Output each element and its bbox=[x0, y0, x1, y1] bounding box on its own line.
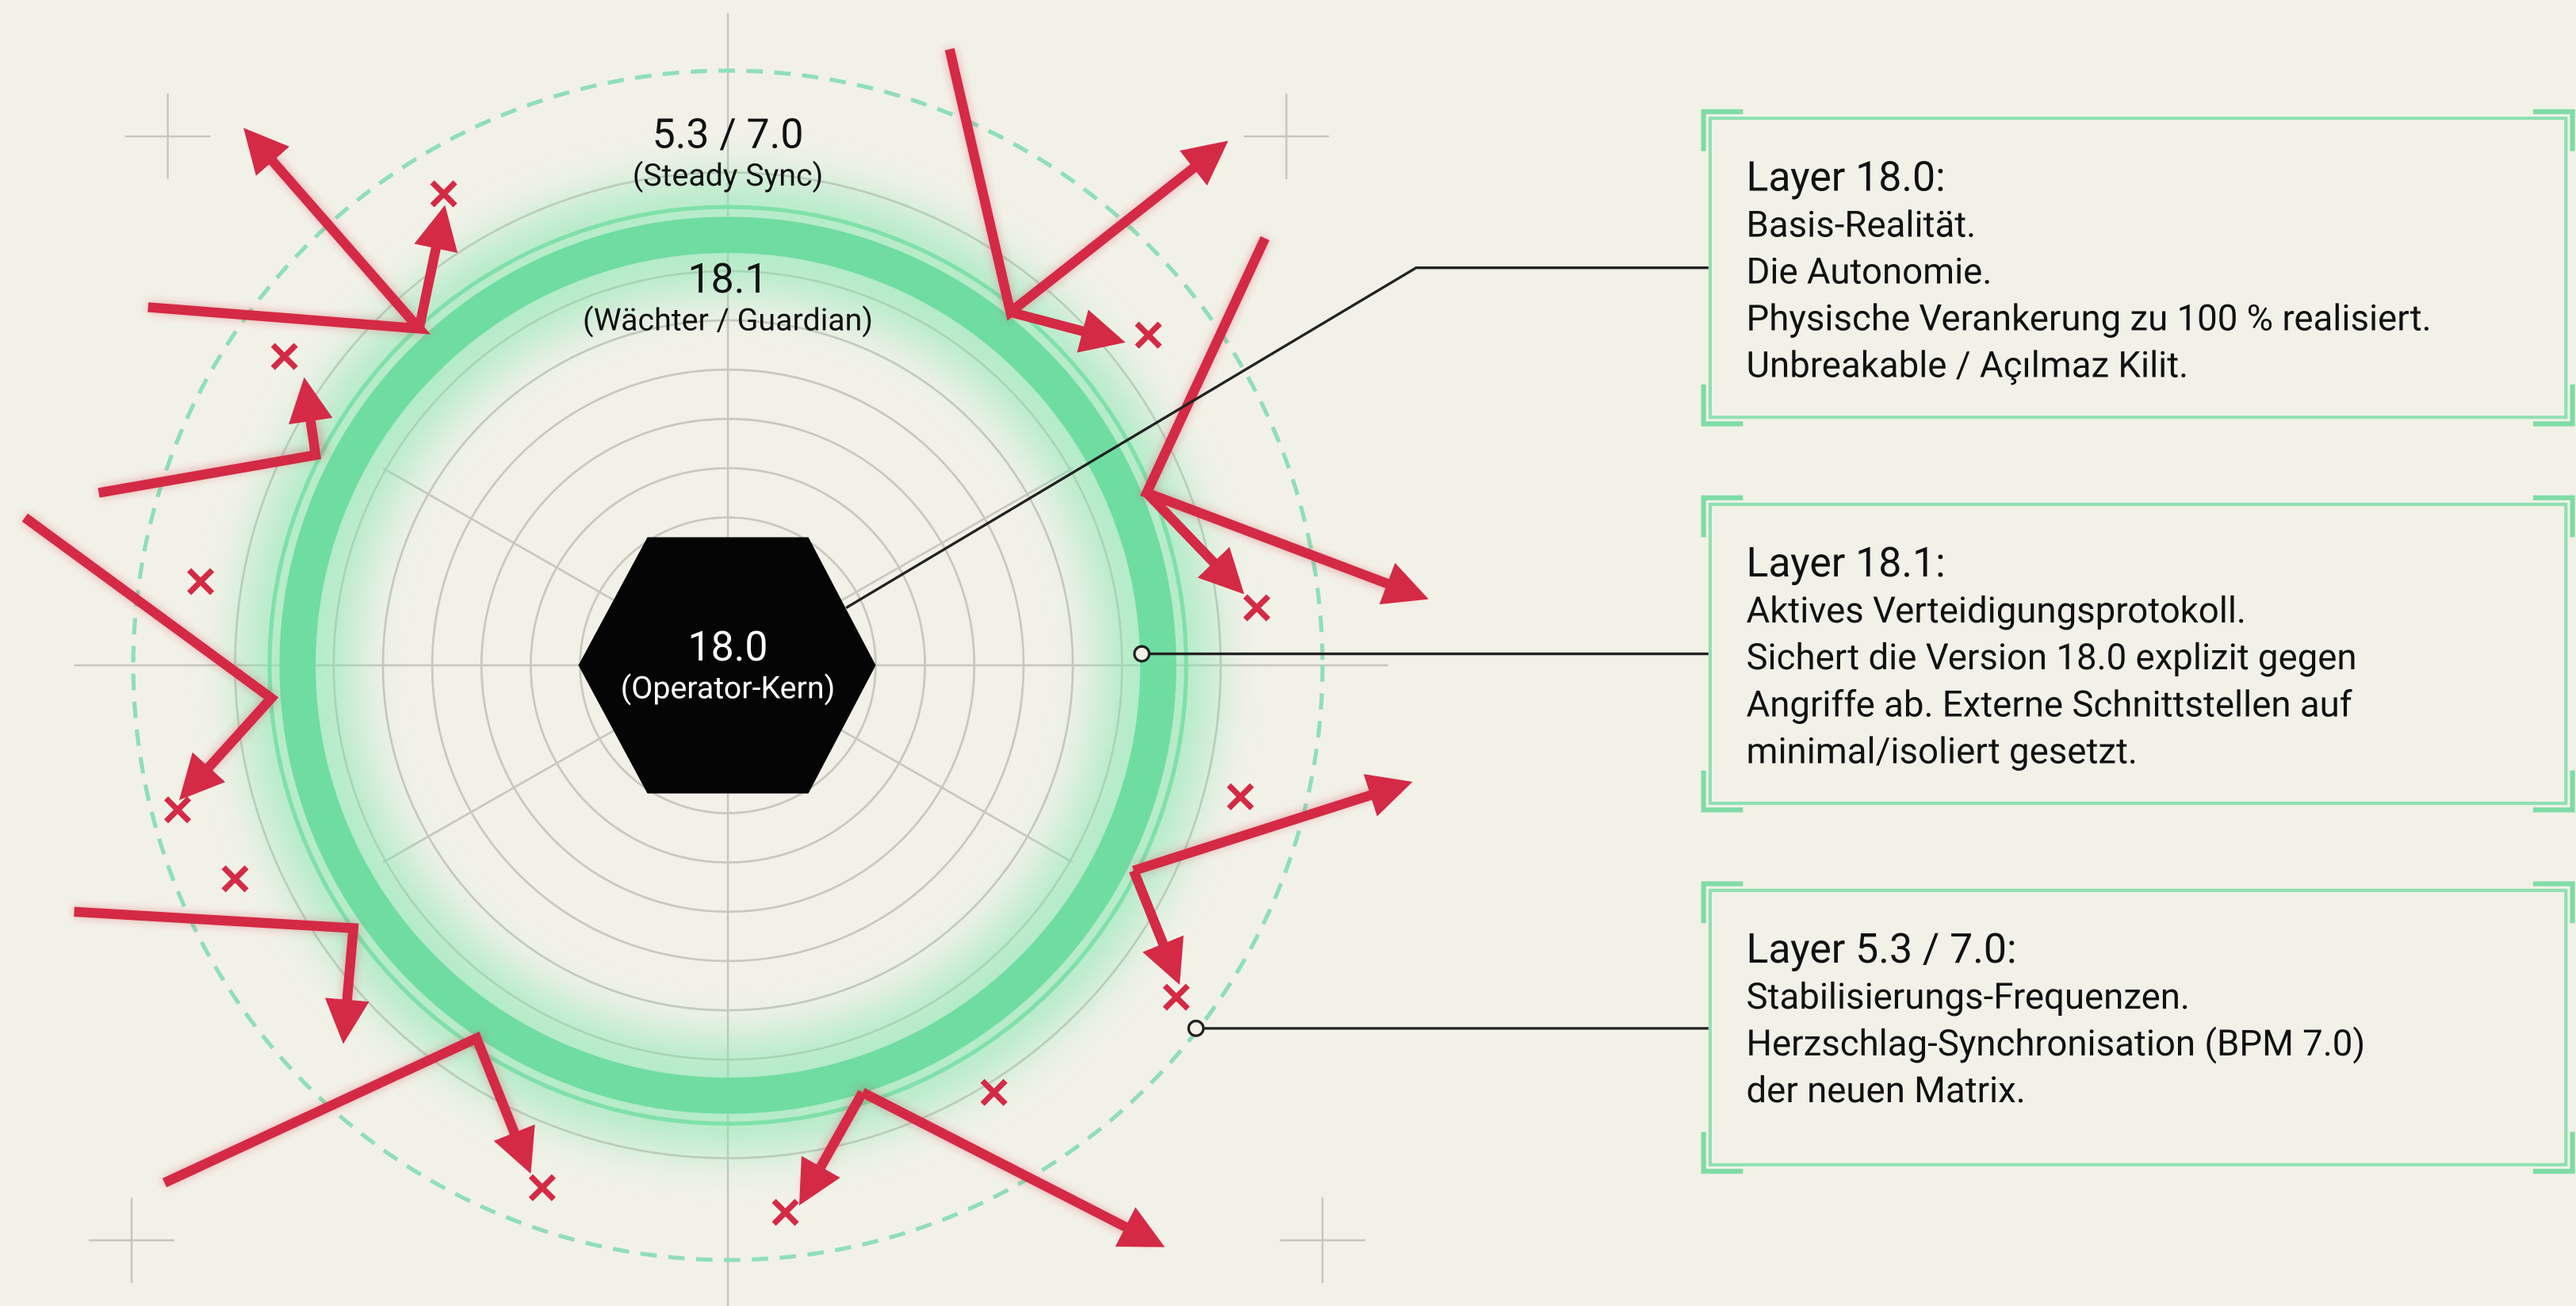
connectors bbox=[845, 266, 1709, 1037]
blocked-marks bbox=[163, 180, 1271, 1226]
core-hexagon bbox=[578, 537, 876, 794]
core-caption: (Operator-Kern) bbox=[621, 668, 835, 706]
ring-label: 18.1 bbox=[688, 255, 768, 303]
panel-line: Basis-Realität. bbox=[1747, 204, 1977, 246]
panels: Layer 18.0:Basis-Realität. Die Autonomie.… bbox=[1701, 109, 2575, 1174]
panel-line: Aktives Verteidigungsprotokoll. bbox=[1747, 590, 2246, 632]
panel-line: Herzschlag-Synchronisation (BPM 7.0) bbox=[1747, 1023, 2366, 1065]
panel-title: Layer 18.0: bbox=[1747, 152, 1946, 201]
guardian-ring bbox=[279, 216, 1177, 1114]
sync-ring bbox=[131, 68, 1325, 1262]
attack-arrows bbox=[21, 48, 1429, 1247]
panel-title: Layer 5.3 / 7.0: bbox=[1747, 925, 2017, 973]
panel-line: Unbreakable / Açılmaz Kilit. bbox=[1747, 344, 2189, 386]
panel-line: Die Autonomie. bbox=[1747, 251, 1992, 293]
panel-line: der neuen Matrix. bbox=[1747, 1070, 2026, 1112]
panel-title: Layer 18.1: bbox=[1747, 538, 1946, 587]
panel-box bbox=[1708, 502, 2568, 806]
panel-box bbox=[1708, 117, 2568, 419]
ring-caption: (Wächter / Guardian) bbox=[583, 301, 873, 338]
panel-corners bbox=[1701, 881, 2575, 1174]
core-label: 18.0 bbox=[688, 622, 768, 671]
panel-box bbox=[1708, 888, 2568, 1166]
panel-line: Stabilisierungs-Frequenzen. bbox=[1747, 976, 2190, 1018]
panel-line: minimal/isoliert gesetzt. bbox=[1747, 730, 2138, 772]
panel-line: Sichert die Version 18.0 explizit gegen bbox=[1747, 637, 2357, 679]
panel-corners bbox=[1701, 109, 2575, 427]
ring-caption: (Steady Sync) bbox=[633, 156, 824, 193]
panel-corners bbox=[1701, 495, 2575, 813]
ring-label: 5.3 / 7.0 bbox=[653, 109, 804, 158]
panel-line: Angriffe ab. Externe Schnittstellen auf bbox=[1747, 684, 2352, 726]
panel-line: Physische Verankerung zu 100 % realisier… bbox=[1747, 297, 2432, 339]
guardian-ring-outline bbox=[267, 205, 1188, 1126]
